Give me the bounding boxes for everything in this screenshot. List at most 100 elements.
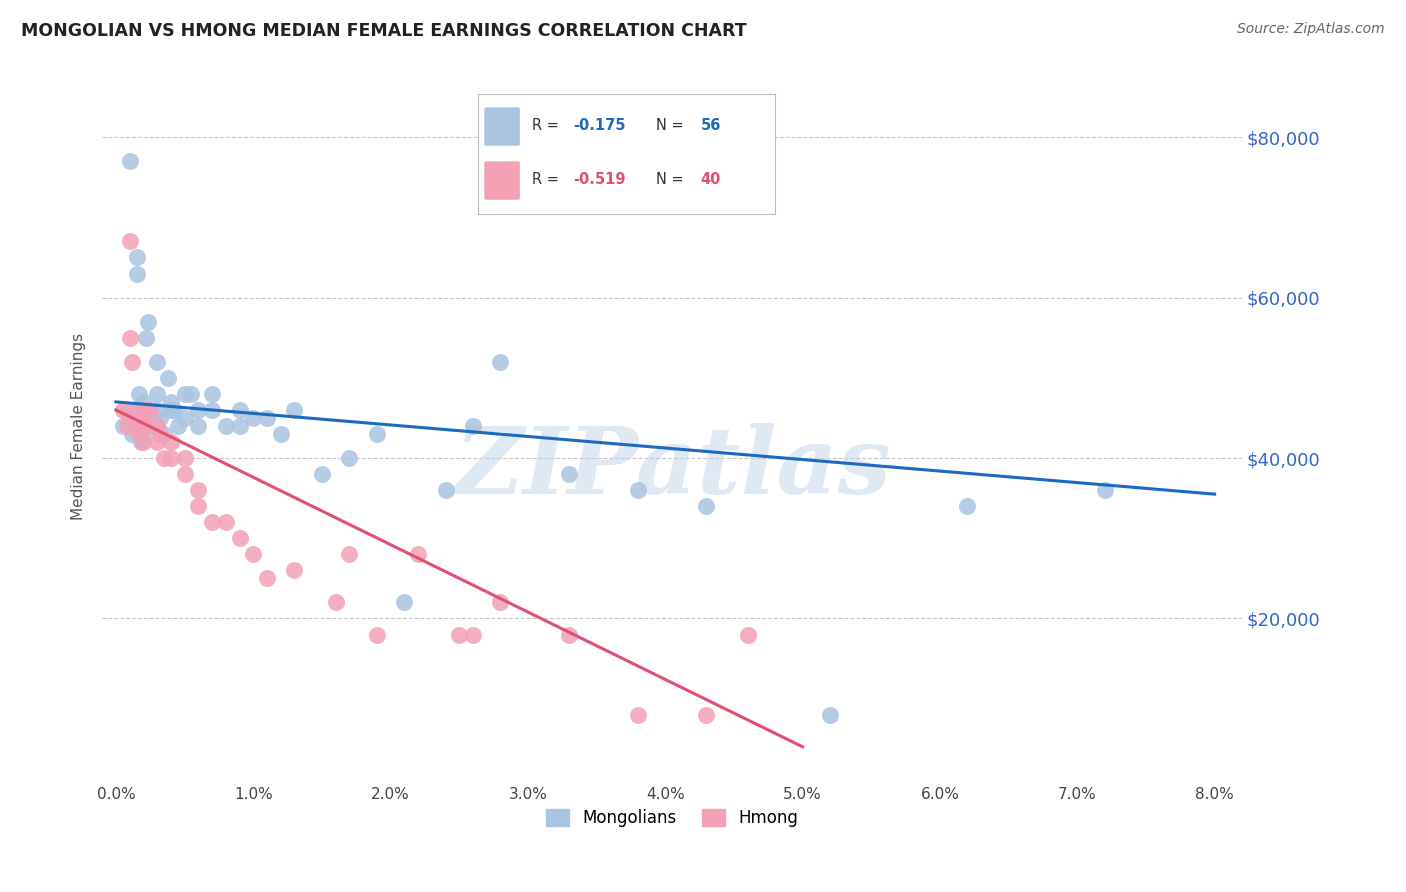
Point bbox=[121, 427, 143, 442]
Point bbox=[215, 419, 238, 434]
Point bbox=[956, 499, 979, 513]
Point bbox=[180, 387, 202, 401]
Point bbox=[149, 411, 172, 425]
Point bbox=[695, 707, 717, 722]
Point bbox=[132, 395, 155, 409]
Legend: Mongolians, Hmong: Mongolians, Hmong bbox=[540, 803, 806, 834]
Point bbox=[187, 483, 209, 497]
Point bbox=[270, 427, 292, 442]
Point bbox=[125, 419, 148, 434]
Y-axis label: Median Female Earnings: Median Female Earnings bbox=[72, 333, 86, 519]
Point bbox=[135, 419, 157, 434]
Point bbox=[146, 419, 169, 434]
Point bbox=[242, 411, 264, 425]
Point bbox=[394, 595, 416, 609]
Point bbox=[173, 411, 195, 425]
Point bbox=[111, 419, 134, 434]
Point bbox=[558, 627, 581, 641]
Point bbox=[146, 435, 169, 450]
Point bbox=[166, 419, 188, 434]
Text: MONGOLIAN VS HMONG MEDIAN FEMALE EARNINGS CORRELATION CHART: MONGOLIAN VS HMONG MEDIAN FEMALE EARNING… bbox=[21, 22, 747, 40]
Point bbox=[118, 331, 141, 345]
Point bbox=[201, 515, 224, 529]
Point bbox=[128, 387, 150, 401]
Point bbox=[558, 467, 581, 481]
Point bbox=[125, 267, 148, 281]
Text: ZIPatlas: ZIPatlas bbox=[454, 424, 890, 513]
Point bbox=[118, 235, 141, 249]
Point bbox=[187, 499, 209, 513]
Point bbox=[242, 547, 264, 561]
Point bbox=[489, 355, 512, 369]
Point bbox=[160, 395, 183, 409]
Point bbox=[115, 403, 138, 417]
Point bbox=[283, 403, 305, 417]
Point bbox=[173, 387, 195, 401]
Point bbox=[160, 435, 183, 450]
Point bbox=[201, 387, 224, 401]
Point bbox=[489, 595, 512, 609]
Point bbox=[146, 419, 169, 434]
Point bbox=[339, 450, 361, 465]
Point bbox=[256, 571, 278, 585]
Point bbox=[122, 419, 145, 434]
Point bbox=[434, 483, 457, 497]
Point bbox=[1094, 483, 1116, 497]
Point bbox=[121, 355, 143, 369]
Point bbox=[228, 531, 250, 545]
Point bbox=[201, 403, 224, 417]
Point bbox=[366, 427, 388, 442]
Point bbox=[149, 427, 172, 442]
Point bbox=[132, 435, 155, 450]
Point bbox=[125, 403, 148, 417]
Point bbox=[160, 403, 183, 417]
Point bbox=[146, 387, 169, 401]
Point bbox=[153, 427, 176, 442]
Point bbox=[173, 450, 195, 465]
Point bbox=[449, 627, 471, 641]
Point bbox=[139, 419, 162, 434]
Point bbox=[325, 595, 347, 609]
Point bbox=[187, 403, 209, 417]
Point bbox=[173, 467, 195, 481]
Point bbox=[311, 467, 333, 481]
Point bbox=[132, 403, 155, 417]
Point bbox=[627, 483, 650, 497]
Point bbox=[111, 403, 134, 417]
Point bbox=[125, 251, 148, 265]
Point bbox=[256, 411, 278, 425]
Point bbox=[160, 450, 183, 465]
Point bbox=[695, 499, 717, 513]
Point bbox=[215, 515, 238, 529]
Point bbox=[139, 403, 162, 417]
Point bbox=[132, 419, 155, 434]
Point bbox=[818, 707, 841, 722]
Point bbox=[737, 627, 759, 641]
Point bbox=[228, 403, 250, 417]
Point bbox=[283, 563, 305, 577]
Point bbox=[136, 315, 159, 329]
Point bbox=[146, 355, 169, 369]
Point bbox=[461, 419, 484, 434]
Point bbox=[128, 427, 150, 442]
Point bbox=[129, 435, 152, 450]
Point bbox=[406, 547, 429, 561]
Point bbox=[135, 331, 157, 345]
Point bbox=[339, 547, 361, 561]
Point bbox=[115, 419, 138, 434]
Point bbox=[157, 371, 180, 385]
Point bbox=[132, 427, 155, 442]
Text: Source: ZipAtlas.com: Source: ZipAtlas.com bbox=[1237, 22, 1385, 37]
Point bbox=[139, 403, 162, 417]
Point bbox=[132, 419, 155, 434]
Point bbox=[228, 419, 250, 434]
Point bbox=[461, 627, 484, 641]
Point bbox=[132, 403, 155, 417]
Point bbox=[187, 419, 209, 434]
Point bbox=[146, 403, 169, 417]
Point bbox=[162, 403, 184, 417]
Point bbox=[627, 707, 650, 722]
Point bbox=[118, 411, 141, 425]
Point bbox=[153, 450, 176, 465]
Point bbox=[366, 627, 388, 641]
